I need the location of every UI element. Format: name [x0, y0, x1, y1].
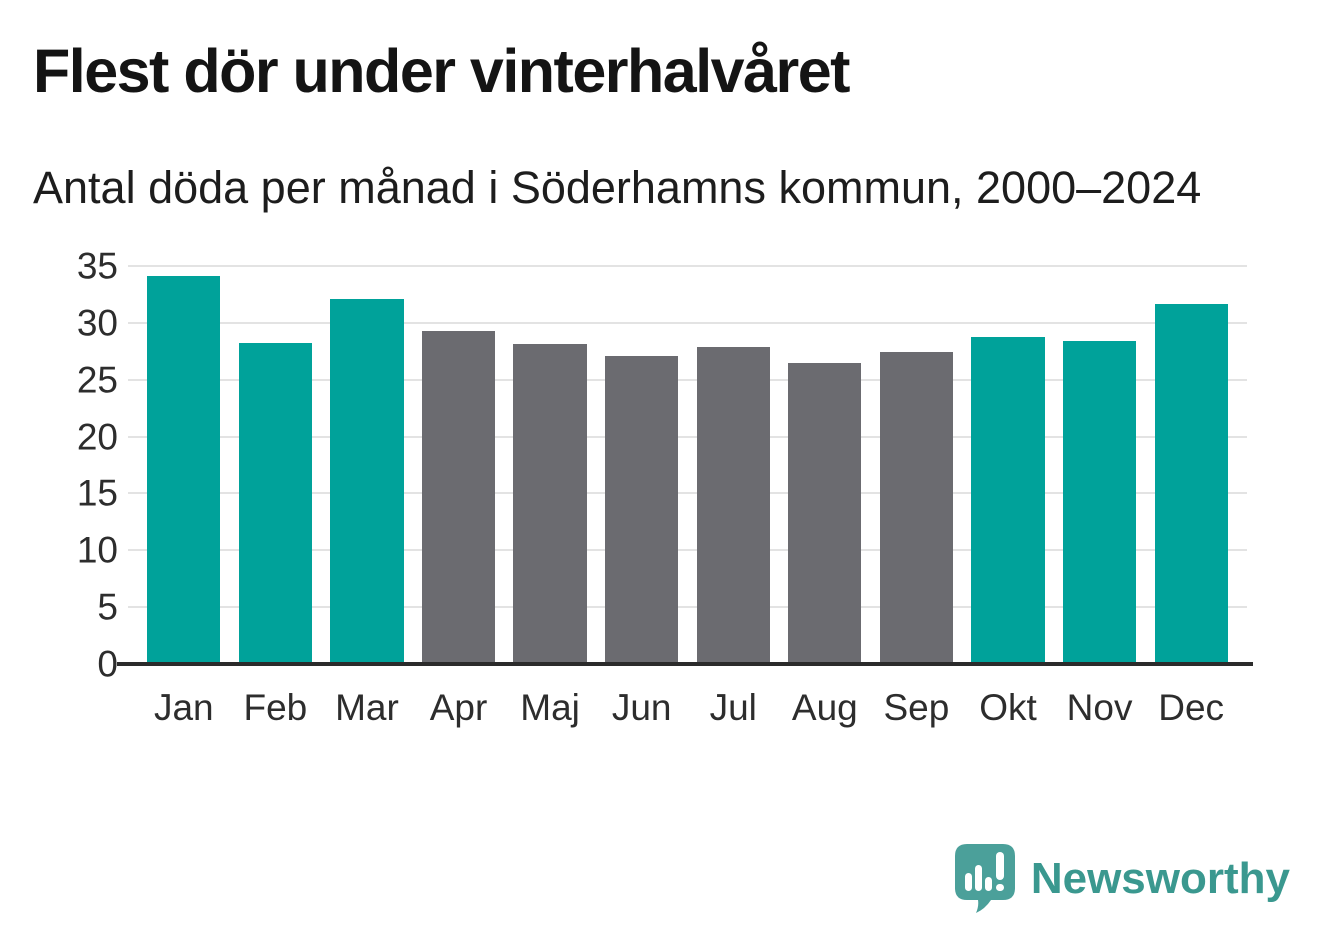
y-axis-tick-label: 25: [76, 359, 118, 401]
bar-slot: [321, 266, 413, 664]
bar-slot: [230, 266, 322, 664]
x-axis-tick-label: Jun: [611, 687, 672, 728]
x-axis-tick-label: Aug: [791, 687, 858, 728]
y-axis-tick-label: 20: [76, 416, 118, 458]
bars-row: [128, 266, 1247, 664]
logo-bar-icon: [984, 877, 992, 891]
plot-area: [128, 265, 1247, 664]
gridline: [128, 492, 1247, 495]
x-axis-line: [117, 662, 1253, 666]
chart-subtitle: Antal döda per månad i Söderhamns kommun…: [33, 162, 1202, 213]
gridline: [128, 265, 1247, 267]
x-axis-tick-label: Jan: [153, 687, 214, 728]
bar-maj: [513, 344, 587, 664]
bar-slot: [1054, 266, 1146, 664]
bar-jun: [605, 355, 679, 664]
y-axis-tick-label: 10: [76, 529, 118, 571]
y-axis-tick-label: 0: [97, 643, 118, 685]
y-axis: 0 5 10 15 20 25 30 35: [0, 248, 118, 683]
bar-dec: [1154, 303, 1228, 664]
logo-exclamation-icon: [995, 852, 1004, 880]
x-axis-tick-label: Okt: [979, 687, 1037, 728]
newsworthy-speech-bubble-chart-icon: [954, 844, 1015, 913]
x-axis-tick-label: Nov: [1066, 687, 1133, 728]
gridline: [128, 435, 1247, 438]
x-axis-tick-label: Jul: [709, 687, 757, 728]
x-axis-tick-label: Maj: [520, 687, 580, 728]
x-axis-tick-label: Apr: [429, 687, 488, 728]
bar-apr: [421, 330, 496, 664]
gridline: [128, 549, 1247, 552]
y-axis-tick-label: 35: [76, 245, 118, 287]
bar-chart: 0 5 10 15 20 25 30 35: [0, 248, 1322, 683]
bar-feb: [238, 343, 312, 664]
bar-aug: [788, 362, 862, 664]
newsworthy-logo-text: Newsworthy: [1030, 853, 1290, 903]
bar-slot: [962, 266, 1054, 664]
x-axis-labels: Jan Feb Mar Apr Maj Jun Jul Aug Sep Okt Nov Dec: [128, 687, 1247, 729]
x-axis-tick-label: Feb: [243, 687, 308, 728]
y-axis-tick-label: 15: [76, 472, 118, 514]
y-axis-tick-label: 30: [76, 302, 118, 344]
logo-bar-icon: [974, 865, 982, 891]
bar-slot: [779, 266, 871, 664]
bar-nov: [1062, 341, 1137, 664]
bar-jan: [147, 276, 221, 664]
bar-slot: [596, 266, 688, 664]
x-axis-tick-label: Mar: [335, 687, 399, 728]
chart-title: Flest dör under vinterhalvåret: [33, 37, 851, 105]
bar-slot: [871, 266, 963, 664]
bar-okt: [971, 336, 1045, 664]
x-axis-tick-label: Dec: [1158, 687, 1225, 728]
x-axis-tick-label: Sep: [883, 687, 950, 728]
bar-slot: [504, 266, 596, 664]
bar-slot: [138, 266, 230, 664]
bar-sep: [879, 352, 954, 664]
gridline: [128, 378, 1247, 381]
gridline: [128, 321, 1247, 324]
bar-mar: [330, 298, 404, 664]
bar-jul: [696, 346, 770, 664]
y-axis-tick-label: 5: [97, 586, 118, 628]
bar-slot: [1145, 266, 1237, 664]
bar-slot: [413, 266, 505, 664]
logo-bar-icon: [964, 873, 972, 891]
logo-exclamation-dot-icon: [995, 884, 1004, 891]
bar-slot: [687, 266, 779, 664]
gridline: [128, 606, 1247, 609]
newsworthy-logo: Newsworthy: [954, 843, 1290, 914]
